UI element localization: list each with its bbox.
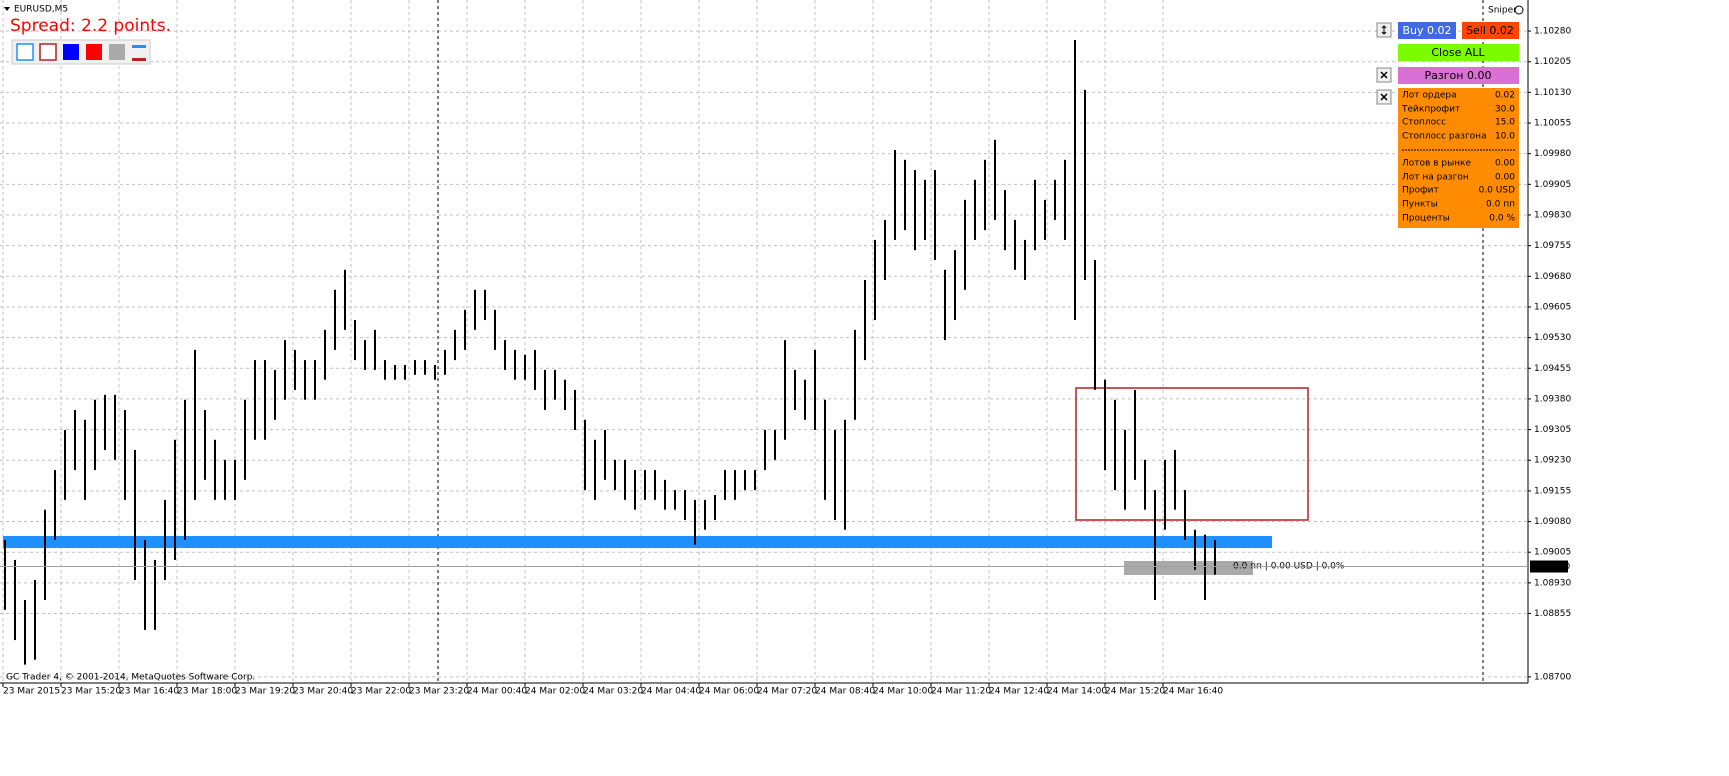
y-tick-label: 1.09755: [1534, 241, 1571, 251]
line-swatch[interactable]: [132, 45, 146, 48]
row-value: 0.00: [1495, 173, 1515, 183]
zone-box: [1124, 561, 1253, 575]
current-price-box: [1530, 560, 1568, 573]
x-tick-label: 23 Mar 16:40: [119, 687, 179, 697]
row-label: Пункты: [1402, 200, 1438, 210]
x-tick-label: 24 Mar 10:00: [873, 687, 933, 697]
x-tick-label: 24 Mar 16:40: [1163, 687, 1223, 697]
y-tick-label: 1.08855: [1534, 609, 1571, 619]
sell-label: Sell 0.02: [1466, 24, 1514, 37]
boost-label: Разгон 0.00: [1425, 69, 1492, 82]
price-bars: [4, 40, 1216, 665]
row-label: Лотов в рынке: [1402, 159, 1471, 169]
info-rows: Лот ордера 0.02 Тейкпрофит 30.0 Стоплосс 15.0…: [1401, 91, 1515, 224]
color-swatch[interactable]: [63, 44, 79, 60]
close-all-label: Close ALL: [1431, 46, 1485, 59]
x-tick-label: 24 Mar 08:40: [815, 687, 875, 697]
toolbar-bg: [11, 39, 151, 65]
spread-label: Spread: 2.2 points.: [10, 16, 171, 36]
y-tick-label: 1.09305: [1534, 425, 1571, 435]
x-tick-label: 24 Mar 02:00: [525, 687, 585, 697]
current-price-label: 1.08970: [1533, 562, 1570, 572]
y-tick-label: 1.10205: [1534, 57, 1571, 67]
color-swatch[interactable]: [16, 43, 34, 61]
copyright: GC Trader 4, © 2001-2014, MetaQuotes Sof…: [6, 673, 255, 683]
y-tick-label: 1.09230: [1534, 456, 1571, 466]
trade-panel: Buy 0.02 Sell 0.02 Close ALL Разгон 0.00…: [1376, 22, 1519, 228]
support-level: [3, 536, 1272, 548]
indicator-icon: [1514, 5, 1524, 15]
x-tick-label: 24 Mar 06:00: [699, 687, 759, 697]
y-tick-label: 1.09155: [1534, 486, 1571, 496]
x-tick-label: 23 Mar 23:20: [409, 687, 469, 697]
buy-label: Buy 0.02: [1402, 24, 1451, 37]
x-tick-label: 23 Mar 19:20: [235, 687, 295, 697]
sell-button[interactable]: [1462, 22, 1519, 39]
line-swatch[interactable]: [132, 58, 146, 61]
color-swatch[interactable]: [86, 44, 102, 60]
row-label: Проценты: [1402, 214, 1450, 224]
row-value: 0.0 USD: [1479, 186, 1515, 196]
x-tick-label: 24 Mar 15:20: [1105, 687, 1165, 697]
y-tick-label: 1.09380: [1534, 394, 1571, 404]
x-tick-label: 24 Mar 14:00: [1047, 687, 1107, 697]
row-value: 10.0: [1495, 132, 1515, 142]
range-box: [1075, 387, 1309, 521]
y-tick-label: 1.09605: [1534, 302, 1571, 312]
close-icon: [1380, 71, 1388, 79]
close-all-button[interactable]: [1398, 44, 1519, 61]
x-tick-label: 24 Mar 00:40: [467, 687, 527, 697]
toggle-icon: [1381, 25, 1387, 35]
y-tick-label: 1.09680: [1534, 272, 1571, 282]
x-tick-label: 24 Mar 12:40: [989, 687, 1049, 697]
row-label: Стоплосс разгона: [1402, 132, 1487, 142]
boost-button[interactable]: [1398, 67, 1519, 84]
row-value: 0.02: [1495, 91, 1515, 101]
color-swatch[interactable]: [39, 43, 57, 61]
row-value: 0.0 пп: [1486, 200, 1515, 210]
y-tick-label: 1.09830: [1534, 210, 1571, 220]
indicator-label: Sniper: [1488, 6, 1517, 16]
info-panel: [1398, 88, 1519, 228]
y-tick-label: 1.09005: [1534, 548, 1571, 558]
buy-button[interactable]: [1398, 22, 1456, 39]
x-tick-label: 23 Mar 15:20: [61, 687, 121, 697]
x-tick-label: 23 Mar 18:00: [177, 687, 237, 697]
x-tick-label: 23 Mar 20:40: [293, 687, 353, 697]
y-tick-label: 1.08700: [1534, 672, 1571, 682]
x-tick-label: 24 Mar 07:20: [757, 687, 817, 697]
row-label: Профит: [1402, 186, 1439, 196]
row-label: Тейкпрофит: [1401, 105, 1460, 115]
symbol-label: EURUSD,M5: [14, 5, 68, 15]
color-swatch[interactable]: [109, 44, 125, 60]
y-tick-label: 1.08930: [1534, 578, 1571, 588]
row-label: Лот на разгон: [1402, 173, 1469, 183]
row-value: 15.0: [1495, 118, 1515, 128]
y-tick-label: 1.09080: [1534, 517, 1571, 527]
x-tick-label: 23 Mar 22:00: [351, 687, 411, 697]
menu-arrow[interactable]: [4, 7, 10, 11]
y-tick-label: 1.09980: [1534, 149, 1571, 159]
y-tick-label: 1.10280: [1534, 27, 1571, 37]
color-toolbar: [11, 39, 151, 65]
x-tick-label: 24 Mar 11:20: [931, 687, 991, 697]
x-tick-label: 24 Mar 04:40: [641, 687, 701, 697]
y-tick-label: 1.10130: [1534, 88, 1571, 98]
y-tick-label: 1.09905: [1534, 180, 1571, 190]
row-value: 30.0: [1495, 105, 1515, 115]
x-tick-label: 24 Mar 03:20: [583, 687, 643, 697]
x-tick-label: 23 Mar 2015: [3, 687, 60, 697]
row-label: Стоплосс: [1402, 118, 1446, 128]
y-tick-label: 1.09455: [1534, 364, 1571, 374]
y-tick-label: 1.10055: [1534, 119, 1571, 129]
row-label: Лот ордера: [1402, 91, 1457, 101]
row-value: 0.00: [1495, 159, 1515, 169]
close-icon: [1380, 93, 1388, 101]
row-value: 0.0 %: [1489, 214, 1515, 224]
axes: 1.10280 1.10205 1.10130 1.10055 1.09980 1.099…: [0, 27, 1571, 697]
y-tick-label: 1.09530: [1534, 333, 1571, 343]
